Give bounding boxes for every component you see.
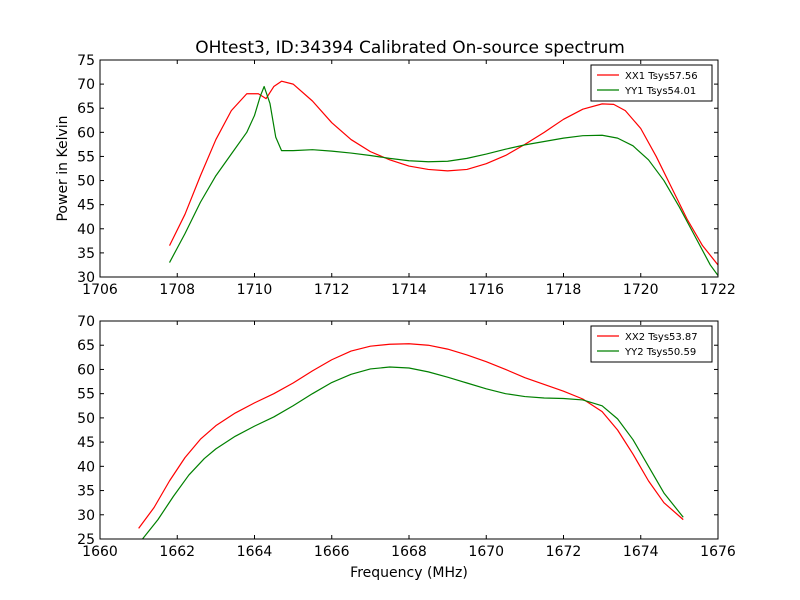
y-tick-label: 45 (77, 198, 95, 214)
x-tick-label: 1670 (468, 544, 504, 560)
y-tick-label: 65 (77, 101, 95, 117)
x-tick-label: 1676 (700, 544, 736, 560)
legend-entry: XX2 Tsys53.87 (625, 332, 698, 343)
y-tick-label: 60 (77, 362, 95, 378)
x-tick-label: 1674 (623, 544, 659, 560)
x-tick-label: 1660 (82, 544, 118, 560)
x-tick-label: 1714 (391, 282, 427, 298)
series-line-xx1 (168, 80, 718, 266)
y-tick-label: 30 (77, 508, 95, 524)
y-tick-label: 50 (77, 411, 95, 427)
x-tick-label: 1668 (391, 544, 427, 560)
y-tick-label: 55 (77, 149, 95, 165)
legend-entry: YY2 Tsys50.59 (624, 347, 696, 358)
y-tick-label: 50 (77, 174, 95, 190)
y-tick-label: 35 (77, 484, 95, 500)
y-tick-label: 55 (77, 387, 95, 403)
x-tick-label: 1708 (159, 282, 195, 298)
y-tick-label: 70 (77, 314, 95, 330)
x-tick-label: 1664 (237, 544, 273, 560)
x-tick-label: 1710 (237, 282, 273, 298)
legend-entry: YY1 Tsys54.01 (624, 86, 696, 97)
series-line-yy1 (168, 85, 718, 276)
y-tick-label: 30 (77, 270, 95, 286)
x-tick-label: 1666 (314, 544, 350, 560)
legend: XX2 Tsys53.87 YY2 Tsys50.59 (590, 325, 713, 363)
y-tick-label: 40 (77, 222, 95, 238)
x-tick-label: 1712 (314, 282, 350, 298)
chart-title: OHtest3, ID:34394 Calibrated On-source s… (195, 38, 625, 58)
x-tick-label: 1662 (159, 544, 195, 560)
y-tick-label: 60 (77, 125, 95, 141)
bottom-plot: 1660 1662 1664 1666 1668 1670 1672 1674 1676 25 30… (77, 314, 736, 581)
legend-entry: XX1 Tsys57.56 (625, 71, 698, 82)
legend: XX1 Tsys57.56 YY1 Tsys54.01 (590, 64, 713, 102)
y-tick-label: 70 (77, 77, 95, 93)
y-tick-label: 35 (77, 246, 95, 262)
x-tick-label: 1672 (546, 544, 582, 560)
y-tick-label: 45 (77, 435, 95, 451)
y-tick-label: 75 (77, 53, 95, 69)
x-tick-label: 1720 (623, 282, 659, 298)
series-line-xx2 (138, 343, 684, 529)
x-tick-label: 1716 (468, 282, 504, 298)
y-tick-label: 25 (77, 532, 95, 548)
x-tick-label: 1718 (546, 282, 582, 298)
top-plot: 1706 1708 1710 1712 1714 1716 1718 1720 1722 30 35… (55, 53, 736, 298)
x-tick-label: 1722 (700, 282, 736, 298)
x-tick-label: 1706 (82, 282, 118, 298)
x-axis-label: Frequency (MHz) (350, 565, 468, 581)
series-line-yy2 (142, 366, 684, 539)
y-tick-label: 40 (77, 459, 95, 475)
y-axis-label: Power in Kelvin (55, 115, 71, 221)
y-tick-label: 65 (77, 338, 95, 354)
